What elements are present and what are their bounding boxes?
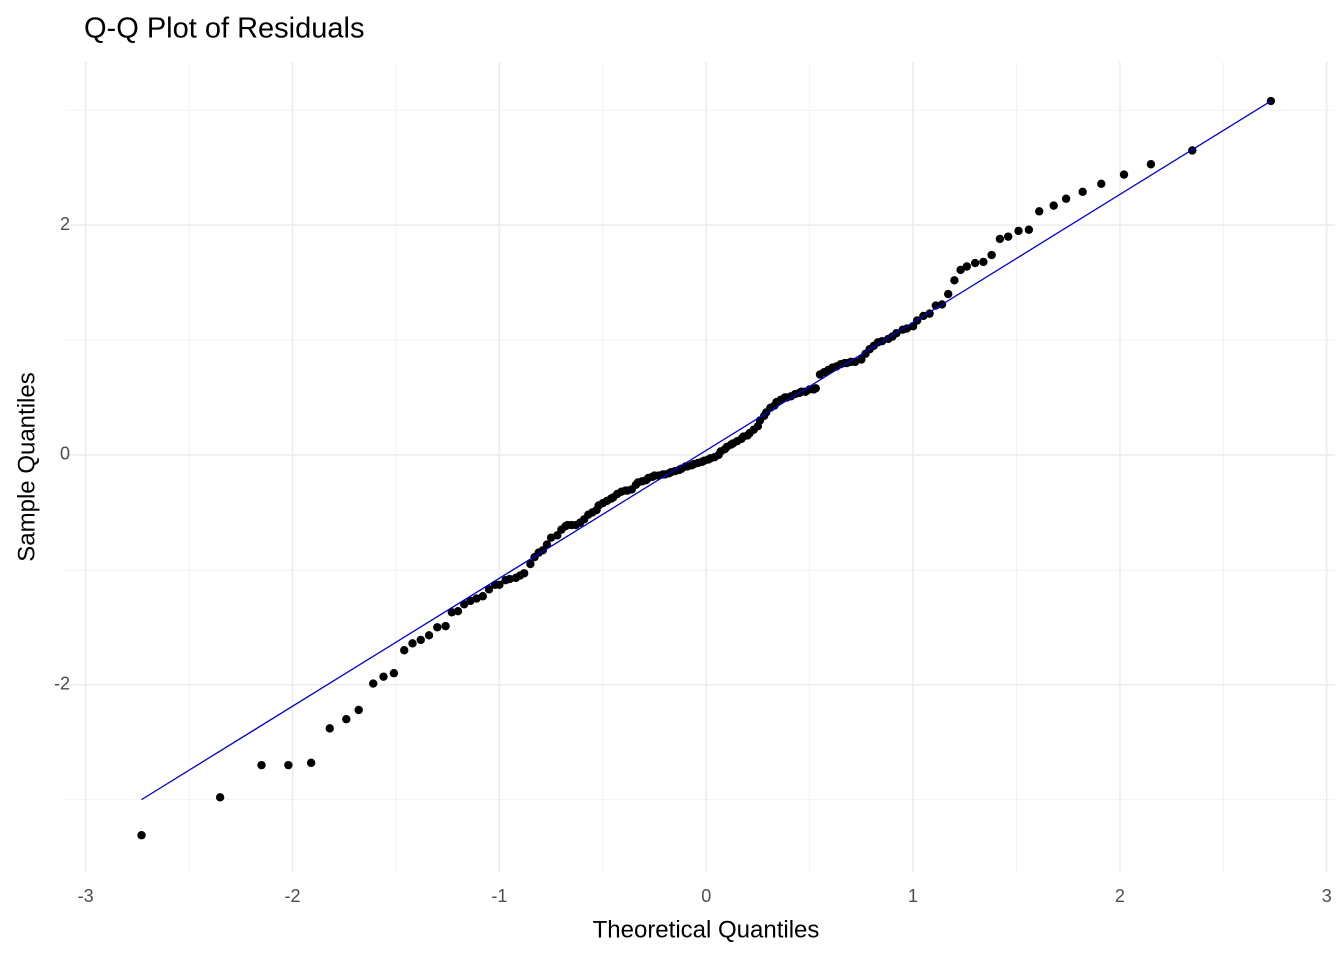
point (342, 714, 351, 724)
y-axis-label: Sample Quantiles (13, 372, 40, 561)
point (505, 574, 514, 584)
point (1078, 187, 1087, 197)
chart-title: Q-Q Plot of Residuals (84, 13, 364, 45)
x-tick-label: 1 (908, 886, 918, 906)
point (433, 623, 442, 632)
point (519, 569, 529, 578)
point (995, 234, 1005, 244)
point (1035, 207, 1044, 216)
point (1024, 225, 1034, 234)
point (987, 250, 996, 260)
point (416, 635, 425, 645)
x-tick-label: 0 (701, 886, 711, 906)
point (368, 679, 378, 688)
x-tick-label: 2 (1115, 886, 1125, 906)
point (944, 289, 953, 299)
point (354, 705, 363, 715)
point (1119, 170, 1129, 179)
point (408, 639, 417, 648)
point (447, 608, 456, 617)
point (478, 592, 488, 601)
reference-line (141, 100, 1272, 801)
x-tick-label: -1 (491, 886, 507, 906)
point (424, 631, 434, 640)
point (441, 621, 450, 631)
point (389, 669, 399, 678)
point (495, 580, 504, 589)
point (526, 559, 535, 569)
point (137, 831, 146, 840)
point (453, 606, 463, 616)
point (1049, 201, 1058, 210)
point (1003, 232, 1013, 241)
x-tick-label: -2 (285, 886, 301, 906)
y-tick-label: -2 (54, 673, 70, 693)
point (956, 265, 965, 275)
point (306, 758, 316, 768)
point (542, 540, 552, 549)
point (484, 585, 494, 594)
point (460, 600, 469, 609)
point (325, 724, 334, 733)
x-tick-label: -3 (78, 886, 94, 906)
point (970, 258, 980, 268)
point (811, 384, 821, 393)
point (284, 760, 293, 770)
point (1014, 226, 1023, 236)
point (1097, 179, 1106, 188)
point (979, 257, 988, 267)
point (379, 672, 388, 681)
x-axis-label: Theoretical Quantiles (593, 916, 820, 943)
point (400, 646, 409, 655)
point (1266, 96, 1276, 106)
point (962, 262, 972, 271)
y-tick-label: 0 (60, 444, 70, 464)
point (215, 793, 225, 802)
point (1061, 194, 1071, 203)
point (950, 276, 959, 285)
point (257, 760, 266, 770)
x-tick-label: 3 (1322, 886, 1332, 906)
point (1146, 160, 1156, 169)
y-tick-label: 2 (60, 214, 70, 234)
grid (65, 62, 1335, 872)
